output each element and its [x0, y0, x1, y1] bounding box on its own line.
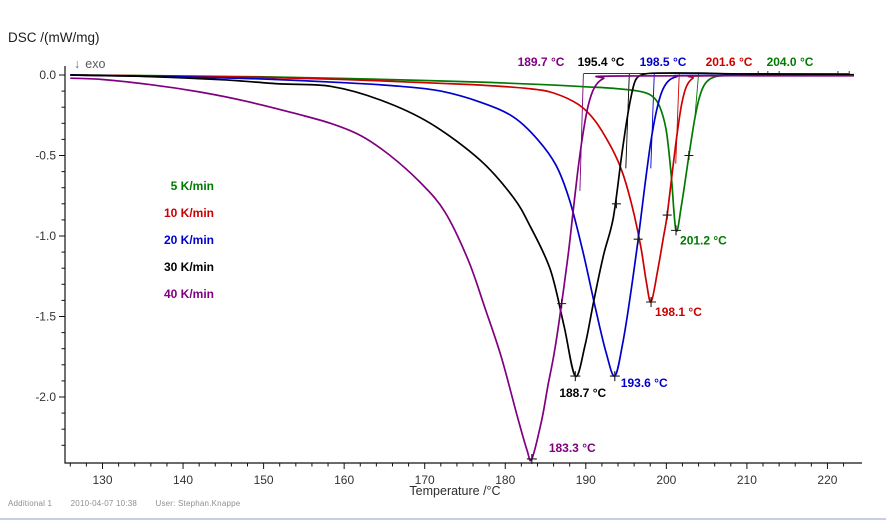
axes-lines	[64, 66, 862, 464]
onset-label-10-k-min: 201.6 °C	[706, 55, 753, 69]
peak-label-5-k-min: 201.2 °C	[680, 233, 727, 247]
onset-label-5-k-min: 204.0 °C	[767, 55, 814, 69]
peak-label-30-k-min: 188.7 °C	[559, 386, 606, 400]
legend-item-5-k-min: 5 K/min	[170, 179, 214, 193]
onset-tangent-20-k-min	[650, 73, 655, 169]
curve-10-k-min	[70, 74, 855, 303]
y-tick-label: -0.5	[35, 149, 56, 163]
x-tick-label: 180	[495, 473, 515, 487]
legend-item-40-k-min: 40 K/min	[163, 287, 214, 301]
onset-tangent-5-k-min	[694, 73, 700, 116]
y-tick-label: 0.0	[39, 68, 56, 82]
legend-item-10-k-min: 10 K/min	[163, 206, 214, 220]
x-tick-label: 200	[656, 473, 676, 487]
status-segment-name: Additional 1	[8, 499, 53, 508]
inflection-marker-20-k-min	[633, 234, 643, 244]
peak-label-10-k-min: 198.1 °C	[655, 305, 702, 319]
inflection-marker-40-k-min	[557, 299, 567, 309]
peak-marker-30-k-min	[570, 371, 581, 382]
status-timestamp: 2010-04-07 10:38	[70, 499, 138, 508]
y-axis-unit-title: DSC /(mW/mg)	[8, 30, 100, 45]
curve-30-k-min	[70, 72, 855, 378]
x-tick-label: 160	[334, 473, 354, 487]
onset-tangent-10-k-min	[675, 73, 680, 164]
peak-label-40-k-min: 183.3 °C	[549, 441, 596, 455]
onset-label-20-k-min: 198.5 °C	[640, 55, 687, 69]
peak-marker-10-k-min	[646, 297, 657, 308]
curve-5-k-min	[70, 74, 854, 232]
exo-down-arrow-icon: ↓	[74, 57, 81, 71]
exo-direction-note: ↓ exo	[74, 57, 105, 71]
inflection-marker-30-k-min	[611, 199, 621, 209]
status-user: User: Stephan.Knappe	[155, 499, 241, 508]
inflection-marker-5-k-min	[684, 151, 694, 160]
curve-40-k-min	[70, 74, 855, 462]
inflection-marker-10-k-min	[662, 210, 672, 220]
x-tick-label: 210	[737, 473, 757, 487]
x-axis-title: Temperature /°C	[409, 484, 501, 498]
window-bottom-edge	[0, 518, 886, 520]
peak-marker-20-k-min	[609, 371, 620, 382]
onset-label-40-k-min: 189.7 °C	[518, 55, 565, 69]
exo-label: exo	[85, 57, 106, 71]
peak-label-20-k-min: 193.6 °C	[621, 376, 668, 390]
peak-marker-5-k-min	[671, 225, 682, 236]
peak-marker-40-k-min	[526, 453, 537, 464]
x-tick-label: 220	[817, 473, 837, 487]
status-bar: Additional 1 2010-04-07 10:38 User: Step…	[8, 499, 256, 508]
x-tick-label: 190	[576, 473, 596, 487]
curve-20-k-min	[70, 74, 855, 377]
onset-label-30-k-min: 195.4 °C	[578, 55, 625, 69]
x-tick-label: 140	[173, 473, 193, 487]
heating-rate-legend: 5 K/min 10 K/min 20 K/min 30 K/min 40 K/min	[158, 173, 214, 308]
legend-item-20-k-min: 20 K/min	[163, 233, 214, 247]
x-tick-label: 170	[415, 473, 435, 487]
legend-item-30-k-min: 30 K/min	[163, 260, 214, 274]
x-tick-label: 130	[92, 473, 112, 487]
x-tick-label: 150	[254, 473, 274, 487]
onset-tangent-40-k-min	[579, 73, 584, 191]
y-tick-label: -1.0	[35, 229, 56, 243]
y-tick-label: -2.0	[35, 390, 56, 404]
y-tick-label: -1.5	[35, 310, 56, 324]
